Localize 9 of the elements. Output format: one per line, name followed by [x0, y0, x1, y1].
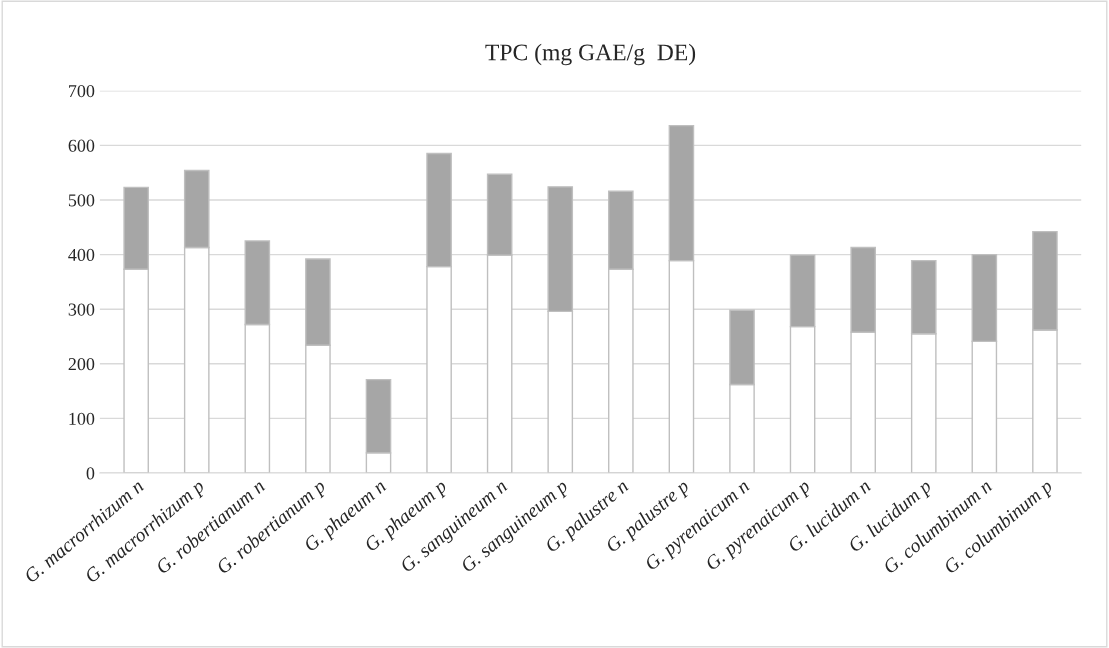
y-tick-label: 300	[68, 303, 95, 316]
y-tick-label: 100	[69, 412, 95, 425]
y-tick-label: 0	[86, 467, 95, 480]
chart-title: TPC (mg GAE/g DE)	[485, 43, 696, 66]
y-tick-label: 700	[69, 84, 95, 98]
y-tick-label: 200	[68, 358, 95, 371]
y-tick-label: 500	[68, 194, 95, 207]
y-tick-label: 400	[68, 248, 95, 262]
y-tick-label: 600	[68, 139, 95, 152]
